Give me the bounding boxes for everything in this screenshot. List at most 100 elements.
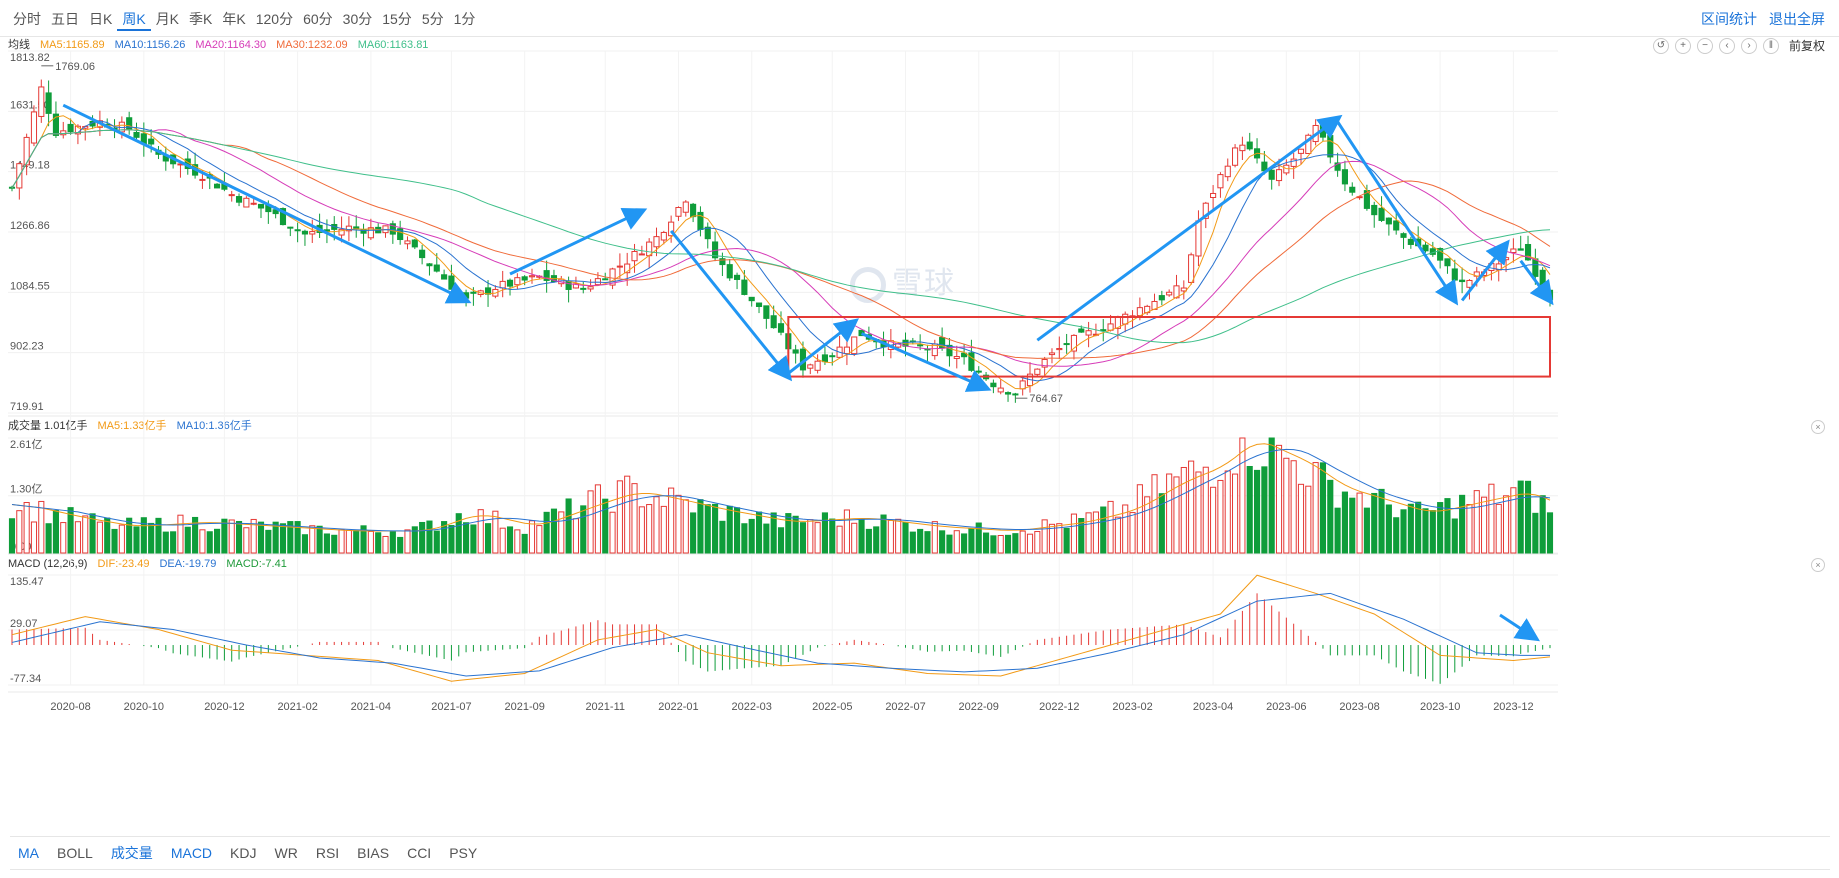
candle-body [741, 279, 748, 295]
period-tab-10[interactable]: 15分 [382, 11, 412, 27]
candle-body [917, 344, 924, 347]
volume-bar [1437, 502, 1444, 554]
zoom-in-icon[interactable]: + [1674, 37, 1691, 54]
right-icon[interactable]: › [1740, 37, 1757, 54]
volume-bar [214, 528, 221, 554]
volume-bar [170, 531, 177, 554]
volume-bar [177, 514, 184, 554]
exit-fullscreen-button[interactable]: 退出全屏 [1769, 11, 1825, 27]
volume-bar [983, 532, 990, 554]
candle-body [214, 183, 221, 189]
indicator-tab-ma[interactable]: MA [18, 845, 39, 861]
volume-bar [96, 521, 103, 554]
volume-bar [382, 535, 389, 554]
candle-body [455, 291, 462, 294]
volume-bar [492, 510, 499, 554]
period-tab-12[interactable]: 1分 [453, 11, 476, 27]
indicator-tab-成交量[interactable]: 成交量 [110, 845, 153, 861]
volume-bar [52, 510, 60, 554]
volume-bar [873, 526, 880, 554]
candle-body [279, 208, 287, 226]
candle-body [1070, 334, 1078, 352]
legend-item-0: MA5:1165.89 [40, 39, 105, 51]
undo-icon[interactable]: ↺ [1652, 37, 1669, 54]
period-tab-9[interactable]: 30分 [342, 11, 373, 27]
volume-bar [104, 517, 111, 554]
dif-line [11, 574, 1551, 682]
volume-bar [1356, 492, 1363, 554]
adjust-mode-button[interactable]: 前复权 [1788, 39, 1825, 53]
indicator-tab-kdj[interactable]: KDJ [230, 845, 257, 861]
volume-bar [975, 522, 982, 554]
price-tick-label: 719.91 [10, 401, 44, 413]
period-tab-1[interactable]: 五日 [51, 11, 79, 27]
volume-bar [924, 531, 931, 554]
volume-bar [1232, 473, 1239, 554]
volume-bar [1305, 485, 1312, 554]
period-tab-11[interactable]: 5分 [421, 11, 444, 27]
candle-body [353, 226, 360, 229]
volume-bar [1063, 527, 1070, 554]
range-stats-button[interactable]: 区间统计 [1701, 11, 1757, 27]
candle-body [38, 86, 45, 117]
volume-bar [1034, 531, 1041, 554]
volume-bar [668, 487, 675, 554]
volume-bar [1546, 512, 1554, 554]
kline-chart[interactable]: 2020-08 2020-10 2020-12 2021-02 2021-04 2021-… [0, 0, 1839, 836]
volume-bar [733, 507, 741, 554]
volume-bar [880, 514, 887, 554]
watermark-text: 雪球 [892, 267, 956, 300]
candle-body [1239, 144, 1246, 152]
volume-bar [1334, 507, 1341, 554]
candle-body [587, 286, 594, 290]
candle-body [1524, 244, 1532, 261]
period-tab-7[interactable]: 120分 [255, 11, 294, 27]
trend-arrow [509, 208, 648, 276]
candle-body [1371, 204, 1378, 216]
volume-bar [836, 525, 843, 554]
period-tab-5[interactable]: 季K [189, 11, 213, 27]
candle-body [228, 194, 235, 197]
indicator-tab-rsi[interactable]: RSI [315, 845, 340, 861]
indicator-tab-psy[interactable]: PSY [449, 845, 478, 861]
indicator-tab-bias[interactable]: BIAS [357, 845, 390, 861]
volume-bar [1239, 437, 1246, 554]
candle-body [1217, 174, 1224, 189]
candle-body [60, 130, 67, 136]
indicator-tab-wr[interactable]: WR [274, 845, 298, 861]
left-icon[interactable]: ‹ [1718, 37, 1735, 54]
macd-close-icon[interactable]: × [1811, 558, 1825, 572]
volume-bar [506, 526, 514, 554]
x-tick-label: 2021-11 [585, 701, 625, 713]
period-tab-3[interactable]: 周K [117, 9, 151, 31]
volume-bar [433, 530, 440, 554]
period-tab-6[interactable]: 年K [222, 11, 246, 27]
indicator-tab-cci[interactable]: CCI [407, 845, 432, 861]
candle-body [1224, 165, 1231, 178]
macd-tick-label: -77.34 [10, 673, 41, 685]
period-tab-0[interactable]: 分时 [13, 11, 41, 27]
candle-body [1275, 169, 1283, 182]
volume-bar [1122, 504, 1129, 554]
indicator-tab-boll[interactable]: BOLL [57, 845, 93, 861]
candle-body [1056, 348, 1063, 351]
macd-tick-label: 135.47 [10, 576, 44, 588]
period-tab-4[interactable]: 月K [155, 11, 180, 27]
period-tab-8[interactable]: 60分 [303, 11, 333, 27]
volume-bar [367, 530, 374, 554]
volume-bar [389, 531, 396, 554]
zoom-out-icon[interactable]: − [1696, 37, 1713, 54]
candle-body [763, 305, 770, 319]
volume-bar [1517, 480, 1524, 554]
volume-close-icon[interactable]: × [1811, 420, 1825, 434]
period-tab-2[interactable]: 日K [89, 11, 113, 27]
volume-bar [946, 534, 953, 554]
candle-body [1385, 217, 1392, 225]
x-tick-label: 2020-08 [50, 701, 90, 713]
volume-bar [279, 523, 287, 554]
candle-body [1085, 330, 1092, 336]
volume-bar [543, 511, 550, 554]
indicator-tab-macd[interactable]: MACD [170, 845, 213, 861]
x-tick-label: 2022-01 [658, 701, 698, 713]
pause-icon[interactable]: ‖ [1762, 37, 1779, 54]
